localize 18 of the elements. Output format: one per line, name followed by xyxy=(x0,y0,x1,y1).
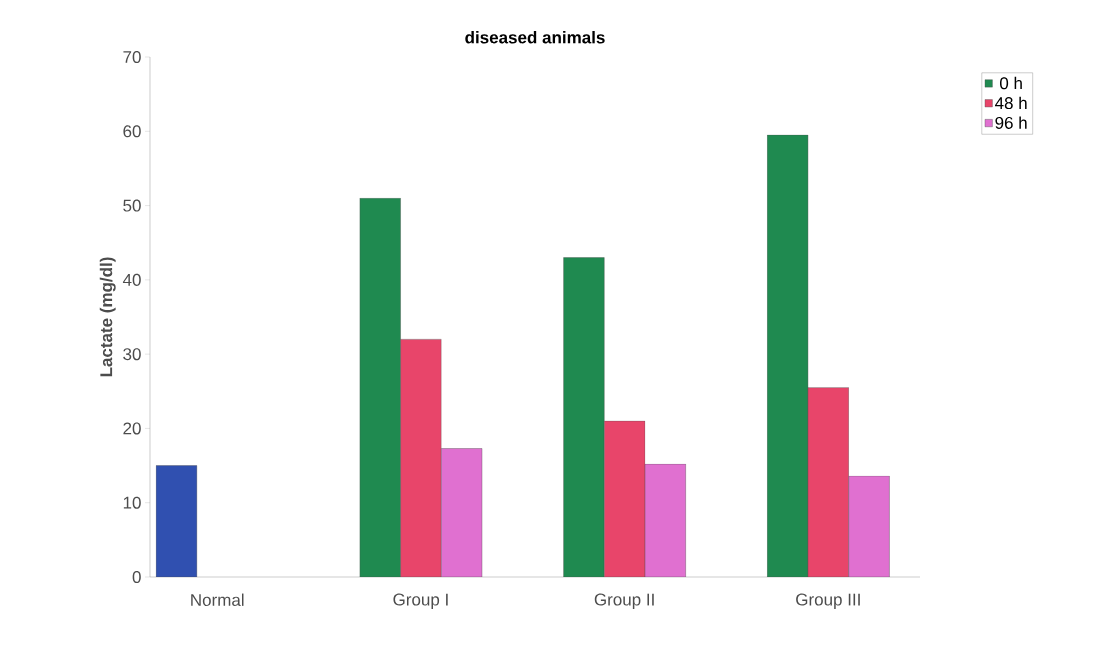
x-tick-label: Normal xyxy=(191,593,244,607)
y-tick-label: 30 xyxy=(123,348,141,361)
legend-label: 48 h xyxy=(995,96,1027,110)
y-tick-label: 50 xyxy=(123,199,141,212)
y-tick-label: 60 xyxy=(123,125,141,138)
x-tick-label: Group III xyxy=(796,593,860,609)
x-tick-label: Group I xyxy=(393,593,448,609)
y-axis-title: Lactate (mg/dl) xyxy=(99,257,116,377)
y-tick-label: 10 xyxy=(123,496,141,509)
legend-label: 0 h xyxy=(999,76,1022,90)
bar xyxy=(155,465,198,577)
chart-title: diseased animals xyxy=(465,31,605,44)
y-tick-label: 70 xyxy=(123,50,141,64)
y-tick-label: 40 xyxy=(122,273,141,286)
x-tick-label: Group II xyxy=(594,593,654,609)
y-tick-label: 0 xyxy=(132,570,141,584)
legend-label: 96 h xyxy=(995,116,1027,129)
y-tick-label: 20 xyxy=(123,422,141,435)
